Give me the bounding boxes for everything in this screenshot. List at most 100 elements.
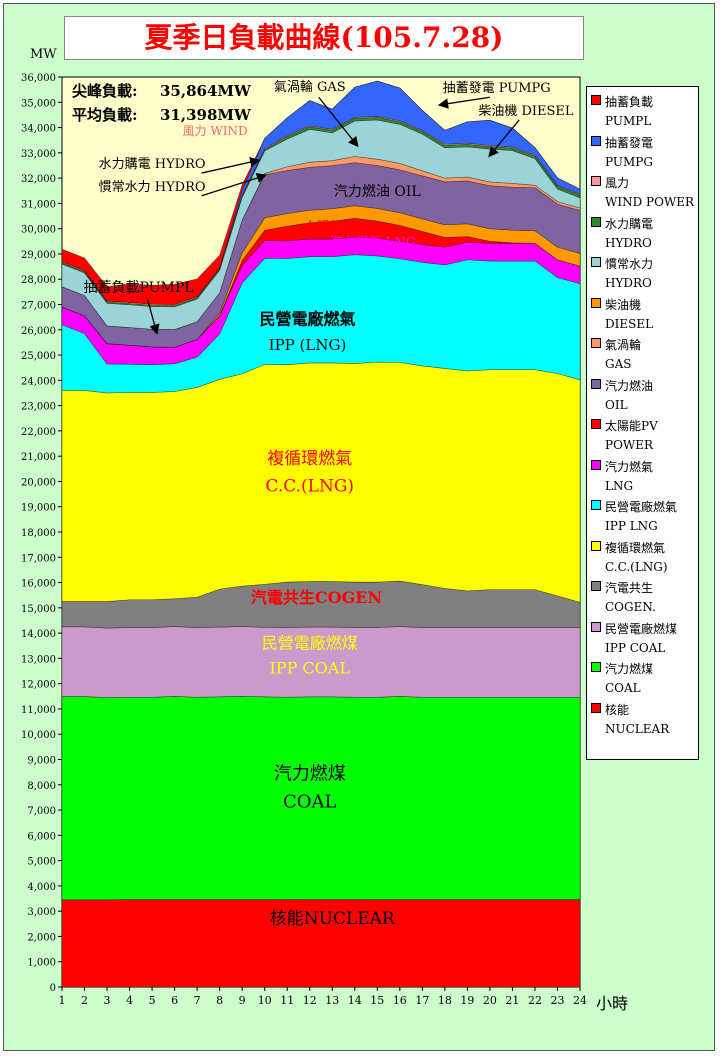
peak-load-value: 35,864MW [160,82,252,100]
x-tick-label: 4 [126,994,133,1007]
annotation-arrow [201,157,261,174]
chart-frame: 夏季日負載曲線(105.7.28) 0 1,000 2,000 3,000 4,000 5… [3,3,715,1051]
legend-swatch [591,378,601,389]
legend-entry-code: HYDRO [605,276,652,290]
legend-entry: 核能 NUCLEAR [591,701,697,739]
y-tick-label: 34,000 [21,124,56,135]
annotation-text: 柴油機 DIESEL [478,104,574,119]
legend-entry-code: LNG [605,478,634,493]
legend-entry-code: IPP COAL [605,640,666,655]
legend-entry: 汽力燃油 OIL [591,377,697,415]
legend-swatch [591,338,601,348]
y-tick-label: 7,000 [27,806,56,817]
annotation-text: 風力 WIND [183,124,248,138]
legend-swatch [591,257,601,267]
x-tick-label: 3 [104,994,111,1007]
legend-entry: 風力 WIND POWER [591,174,697,212]
annotation-text: 太陽能PV [304,220,362,235]
x-tick-label: 21 [505,994,519,1007]
annotation-text: 汽電共生COGEN [251,588,382,607]
y-tick-label: 12,000 [21,680,56,691]
legend-swatch [591,135,601,146]
legend-entry-code: PUMPL [605,114,652,128]
y-tick-label: 15,000 [21,604,56,615]
x-tick-label: 9 [239,994,246,1007]
y-tick-label: 33,000 [21,149,56,160]
annotation-text: 核能NUCLEAR [270,909,396,929]
legend-swatch [591,621,601,632]
legend-swatch [591,662,601,672]
x-tick-label: 23 [550,994,564,1007]
legend-swatch [591,419,601,429]
x-tick-label: 7 [194,994,201,1007]
y-tick-label: 21,000 [21,452,56,463]
legend-entry-code: NUCLEAR [605,721,670,736]
legend-swatch [591,702,601,713]
y-tick-label: 9,000 [27,756,56,767]
x-tick-label: 17 [415,994,429,1007]
x-tick-label: 18 [438,994,452,1007]
legend-entry-code: COAL [605,681,641,695]
x-tick-label: 6 [171,994,178,1007]
legend-swatch [591,297,601,308]
annotation-text: 抽蓄負載PUMPL [84,280,194,296]
x-tick-label: 20 [483,994,497,1007]
legend-swatch [591,540,601,551]
x-tick-label: 16 [393,994,407,1007]
legend-entry-code: DIESEL [605,316,654,331]
legend-entry-name: 汽力燃煤 [591,660,697,679]
y-tick-label: 4,000 [27,882,56,893]
area-pumpl [61,80,581,305]
y-tick-label: 29,000 [21,250,56,261]
y-tick-label: 13,000 [21,654,56,665]
x-tick-label: 13 [325,994,339,1007]
annotation-text: COAL [283,792,337,813]
legend-entry-name: 民營電廠燃氣 [591,498,697,517]
y-tick-label: 11,000 [21,705,56,716]
annotation-text: IPP COAL [269,659,350,678]
legend-entry: 民營電廠燃煤 IPP COAL [591,620,697,658]
legend-entry: 氣渦輪 GAS [591,336,697,374]
annotation-text: 民營電廠燃氣 [259,310,355,329]
y-tick-label: 32,000 [21,174,56,185]
legend-entry-name: 汽力燃油 [591,377,697,396]
y-tick-label: 36,000 [21,73,56,84]
legend-entry-name: 氣渦輪 [591,336,697,355]
annotation-arrow [437,96,491,109]
legend-entry-name: 水力購電 [591,215,697,234]
legend-entry: 汽力燃氣 LNG [591,458,697,496]
y-tick-label: 25,000 [21,351,56,362]
annotation-text: 民營電廠燃煤 [262,633,358,652]
y-tick-label: 6,000 [27,831,56,842]
y-tick-label: 2,000 [27,932,56,943]
legend-entry-name: 民營電廠燃煤 [591,620,697,639]
legend-entry: 抽蓄負載 PUMPL [591,93,697,131]
annotation-text: C.C.(LNG) [265,477,354,497]
y-tick-label: 23,000 [21,402,56,413]
legend-swatch [591,176,601,186]
y-axis-label: MW [30,47,57,62]
annotation-text: 汽力燃氣 LNG [330,234,417,250]
legend-entry: 汽電共生 COGEN. [591,579,697,617]
average-load-value: 31,398MW [160,106,252,124]
legend-entry: 慣常水力 HYDRO [591,255,697,293]
y-tick-label: 1,000 [27,958,56,969]
y-tick-label: 10,000 [21,730,56,741]
peak-load-label: 尖峰負載: [72,82,138,100]
y-tick-label: 18,000 [21,528,56,539]
y-tick-label: 8,000 [27,781,56,792]
y-tick-label: 35,000 [21,98,56,109]
y-tick-label: 28,000 [21,275,56,286]
legend-entry-code: WIND POWER [605,195,695,209]
legend-entry-name: 核能 [591,701,697,720]
annotation-arrow [318,96,359,148]
annotation-text: 氣渦輪 GAS [274,79,346,95]
y-tick-label: 19,000 [21,503,56,514]
annotation-text: 複循環燃氣 [267,449,352,469]
legend-entry: 複循環燃氣 C.C.(LNG) [591,539,697,577]
legend-entry-name: 風力 [591,174,697,193]
legend: 抽蓄負載 PUMPL 抽蓄發電 PUMPG 風力 WIND POWER 水力購電 HYDRO 慣… [586,86,699,760]
legend-entry-name: 抽蓄負載 [591,93,697,112]
legend-entry-name: 柴油機 [591,296,697,315]
legend-entry-code: IPP LNG [605,519,658,533]
